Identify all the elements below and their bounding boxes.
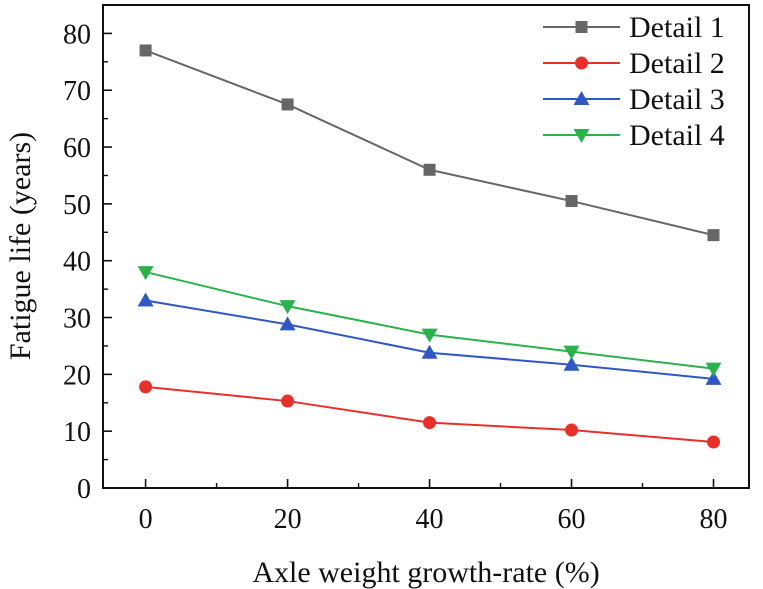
data-point xyxy=(565,195,578,208)
x-tick-label: 20 xyxy=(274,504,302,535)
x-tick-label: 0 xyxy=(139,504,153,535)
series-layer xyxy=(137,44,722,449)
y-tick-label: 60 xyxy=(63,133,91,164)
data-point xyxy=(565,423,579,437)
data-point xyxy=(281,98,294,111)
data-point xyxy=(139,380,153,394)
legend-label: Detail 2 xyxy=(629,47,725,80)
data-point xyxy=(279,316,296,331)
y-tick-label: 50 xyxy=(63,190,91,221)
y-axis-ticks: 0 10 20 30 40 50 60 70 80 xyxy=(63,19,112,505)
y-tick-label: 10 xyxy=(63,417,91,448)
series-2 xyxy=(139,380,721,449)
legend-entry: Detail 3 xyxy=(543,83,725,116)
legend-label: Detail 4 xyxy=(629,119,725,152)
data-point xyxy=(281,394,295,408)
series-1 xyxy=(139,44,720,242)
y-tick-label: 0 xyxy=(77,474,91,505)
y-tick-label: 30 xyxy=(63,304,91,335)
legend-marker xyxy=(573,129,590,143)
legend-label: Detail 3 xyxy=(629,83,725,116)
data-point xyxy=(705,370,722,385)
series-line xyxy=(145,385,714,443)
y-tick-label: 80 xyxy=(63,19,91,50)
legend-marker xyxy=(575,21,588,33)
series-3 xyxy=(137,292,722,385)
x-axis-title: Axle weight growth-rate (%) xyxy=(252,556,599,589)
data-point xyxy=(421,344,438,359)
data-point xyxy=(421,328,438,343)
data-point xyxy=(563,345,580,360)
plot-frame xyxy=(102,4,750,489)
y-tick-label: 40 xyxy=(63,247,91,278)
data-point xyxy=(137,292,154,307)
y-tick-label: 70 xyxy=(63,76,91,107)
data-point xyxy=(137,266,154,281)
data-point xyxy=(139,44,152,57)
series-4 xyxy=(137,266,722,377)
legend-entry: Detail 4 xyxy=(543,119,725,152)
x-tick-label: 80 xyxy=(700,504,728,535)
legend-marker xyxy=(573,91,590,105)
data-point xyxy=(707,229,720,242)
data-point xyxy=(707,435,721,449)
x-tick-label: 60 xyxy=(558,504,586,535)
y-axis-title: Fatigue life (years) xyxy=(4,132,37,360)
legend-entry: Detail 2 xyxy=(543,47,725,80)
data-point xyxy=(563,356,580,371)
x-axis-ticks: 0 20 40 60 80 xyxy=(139,479,728,535)
data-point xyxy=(423,416,437,430)
data-point xyxy=(423,163,436,176)
legend-entry: Detail 1 xyxy=(543,11,725,44)
y-tick-label: 20 xyxy=(63,360,91,391)
data-point xyxy=(279,300,296,315)
legend-marker xyxy=(575,56,588,70)
data-point xyxy=(705,362,722,377)
x-tick-label: 40 xyxy=(416,504,444,535)
legend-label: Detail 1 xyxy=(629,11,725,44)
